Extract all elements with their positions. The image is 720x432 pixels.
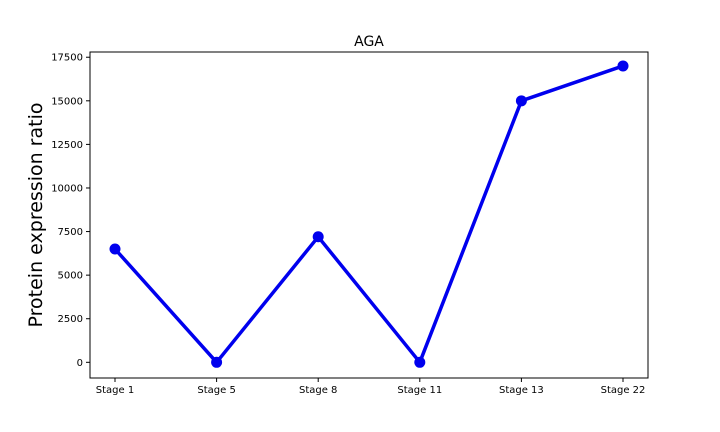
chart-title: AGA: [354, 34, 384, 50]
x-tick-label: Stage 22: [601, 385, 646, 396]
y-tick-label: 12500: [51, 140, 83, 151]
y-tick-label: 10000: [51, 183, 83, 194]
x-tick-label: Stage 11: [397, 385, 442, 396]
y-tick-label: 2500: [58, 314, 83, 325]
y-tick-label: 5000: [58, 271, 83, 282]
series-layer: [109, 60, 629, 368]
data-point: [617, 60, 629, 72]
y-tick-label: 17500: [51, 53, 83, 64]
series-line: [113, 64, 624, 365]
x-tick-label: Stage 13: [499, 385, 544, 396]
x-tick-label: Stage 8: [299, 385, 337, 396]
data-point: [211, 356, 223, 368]
y-axis: 0 2500 5000 7500 10000 12500 15000 17500: [51, 53, 90, 369]
data-point: [312, 231, 324, 243]
data-point: [414, 356, 426, 368]
y-tick-label: 0: [77, 358, 83, 369]
x-tick-label: Stage 1: [96, 385, 134, 396]
y-axis-label: Protein expression ratio: [25, 103, 47, 328]
data-point: [109, 243, 121, 255]
y-tick-label: 7500: [58, 227, 83, 238]
y-tick-label: 15000: [51, 96, 83, 107]
x-axis: Stage 1 Stage 5 Stage 8 Stage 11 Stage 13 Sta…: [96, 378, 646, 396]
plot-frame: [89, 51, 649, 379]
data-point: [515, 95, 527, 107]
x-tick-label: Stage 5: [197, 385, 235, 396]
